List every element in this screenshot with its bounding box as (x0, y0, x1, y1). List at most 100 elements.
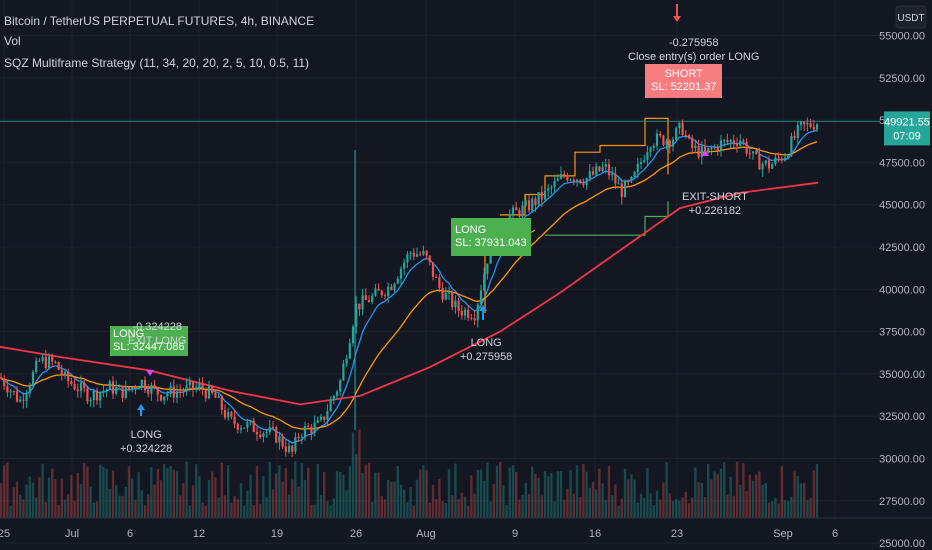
volume-bar (131, 478, 134, 518)
candle-body (220, 396, 223, 411)
candle-body (342, 363, 345, 381)
candle-body (44, 356, 47, 369)
time-tick-label: 6 (832, 528, 838, 540)
candle-body (588, 171, 591, 179)
candle-body (38, 360, 41, 362)
candle-body (3, 378, 6, 387)
volume-bar (399, 485, 403, 518)
long-signal-box: LONG SL: 32447.086 (110, 326, 188, 356)
candle-body (316, 419, 319, 423)
volume-bar (105, 468, 108, 518)
candle-body (358, 303, 361, 310)
candle-body (28, 385, 31, 394)
candle-body (675, 128, 678, 140)
volume-bar (345, 490, 348, 518)
candle-body (799, 121, 803, 125)
candle-body (185, 385, 188, 392)
volume-bar (748, 474, 751, 518)
candle-body (214, 392, 217, 398)
volume-bar (159, 480, 163, 518)
price-tick-label: 37500.00 (879, 327, 925, 339)
volume-bar (489, 501, 492, 518)
volume-bar (243, 505, 246, 518)
volume-bar (716, 474, 719, 518)
candle-body (380, 290, 383, 296)
candle-body (476, 304, 479, 321)
candle-body (566, 175, 569, 181)
candle-body (227, 412, 230, 418)
candle-body (511, 207, 515, 215)
volume-bar (403, 489, 406, 518)
candle-body (19, 399, 22, 402)
candle-body (415, 254, 419, 257)
candle-body (719, 140, 723, 151)
candle-body (182, 391, 185, 393)
candle-body (47, 356, 51, 369)
candle-body (531, 198, 534, 211)
volume-bar (735, 461, 739, 518)
candle-body (383, 295, 387, 297)
candle-body (159, 394, 163, 401)
candle-body (451, 292, 454, 308)
volume-bar (310, 504, 313, 518)
volume-bar (217, 497, 220, 518)
candle-body (438, 277, 441, 288)
volume-bar (777, 503, 780, 518)
volume-bar (278, 465, 281, 518)
candles (0, 117, 819, 457)
candle-body (700, 145, 703, 158)
volume-bar (630, 474, 633, 518)
volume-bar (745, 491, 748, 518)
candle-body (35, 360, 38, 372)
candle-body (790, 136, 793, 156)
volume-bar (508, 467, 511, 518)
candle-body (137, 387, 140, 389)
candle-body (556, 178, 559, 181)
volume-bar (575, 465, 579, 518)
volume-bar (223, 495, 227, 518)
volume-bar (326, 501, 329, 518)
volume-bar (451, 495, 454, 518)
candle-body (524, 200, 527, 206)
candle-body (153, 384, 156, 388)
volume-bar (367, 462, 371, 518)
volume-bar (92, 502, 95, 518)
candle-body (223, 410, 227, 418)
volume-bar (547, 476, 550, 518)
volume-bar (579, 497, 582, 518)
time-tick-label: 16 (589, 528, 601, 540)
candle-body (646, 152, 649, 161)
volume-bar (316, 463, 319, 518)
candle-body (716, 146, 719, 151)
volume-bar (755, 474, 758, 518)
candle-body (156, 387, 159, 395)
volume-bar (607, 465, 611, 518)
volume-bar (543, 471, 547, 518)
volume-bar (172, 469, 175, 518)
volume-bar (6, 462, 9, 518)
candle-body (774, 157, 777, 165)
candle-body (483, 273, 486, 291)
volume-bar (447, 469, 451, 518)
volume-bar (166, 467, 169, 518)
long-signal-box-2: LONG SL: 37931.043 (451, 218, 531, 256)
candle-body (239, 428, 243, 430)
volume-bar (198, 476, 201, 518)
volume-bar (684, 491, 687, 518)
candle-body (297, 437, 300, 439)
volume-bar (89, 486, 92, 518)
candle-body (441, 287, 444, 300)
candle-body (31, 371, 35, 386)
volume-bar (771, 501, 774, 518)
candle-body (201, 383, 204, 391)
candle-body (246, 422, 249, 428)
candle-body (339, 380, 342, 392)
candle-body (361, 295, 364, 310)
volume-bar (406, 502, 409, 518)
volume-bar (601, 483, 604, 518)
candle-body (111, 381, 115, 394)
volume-bar (249, 474, 252, 518)
candle-body (633, 172, 636, 177)
